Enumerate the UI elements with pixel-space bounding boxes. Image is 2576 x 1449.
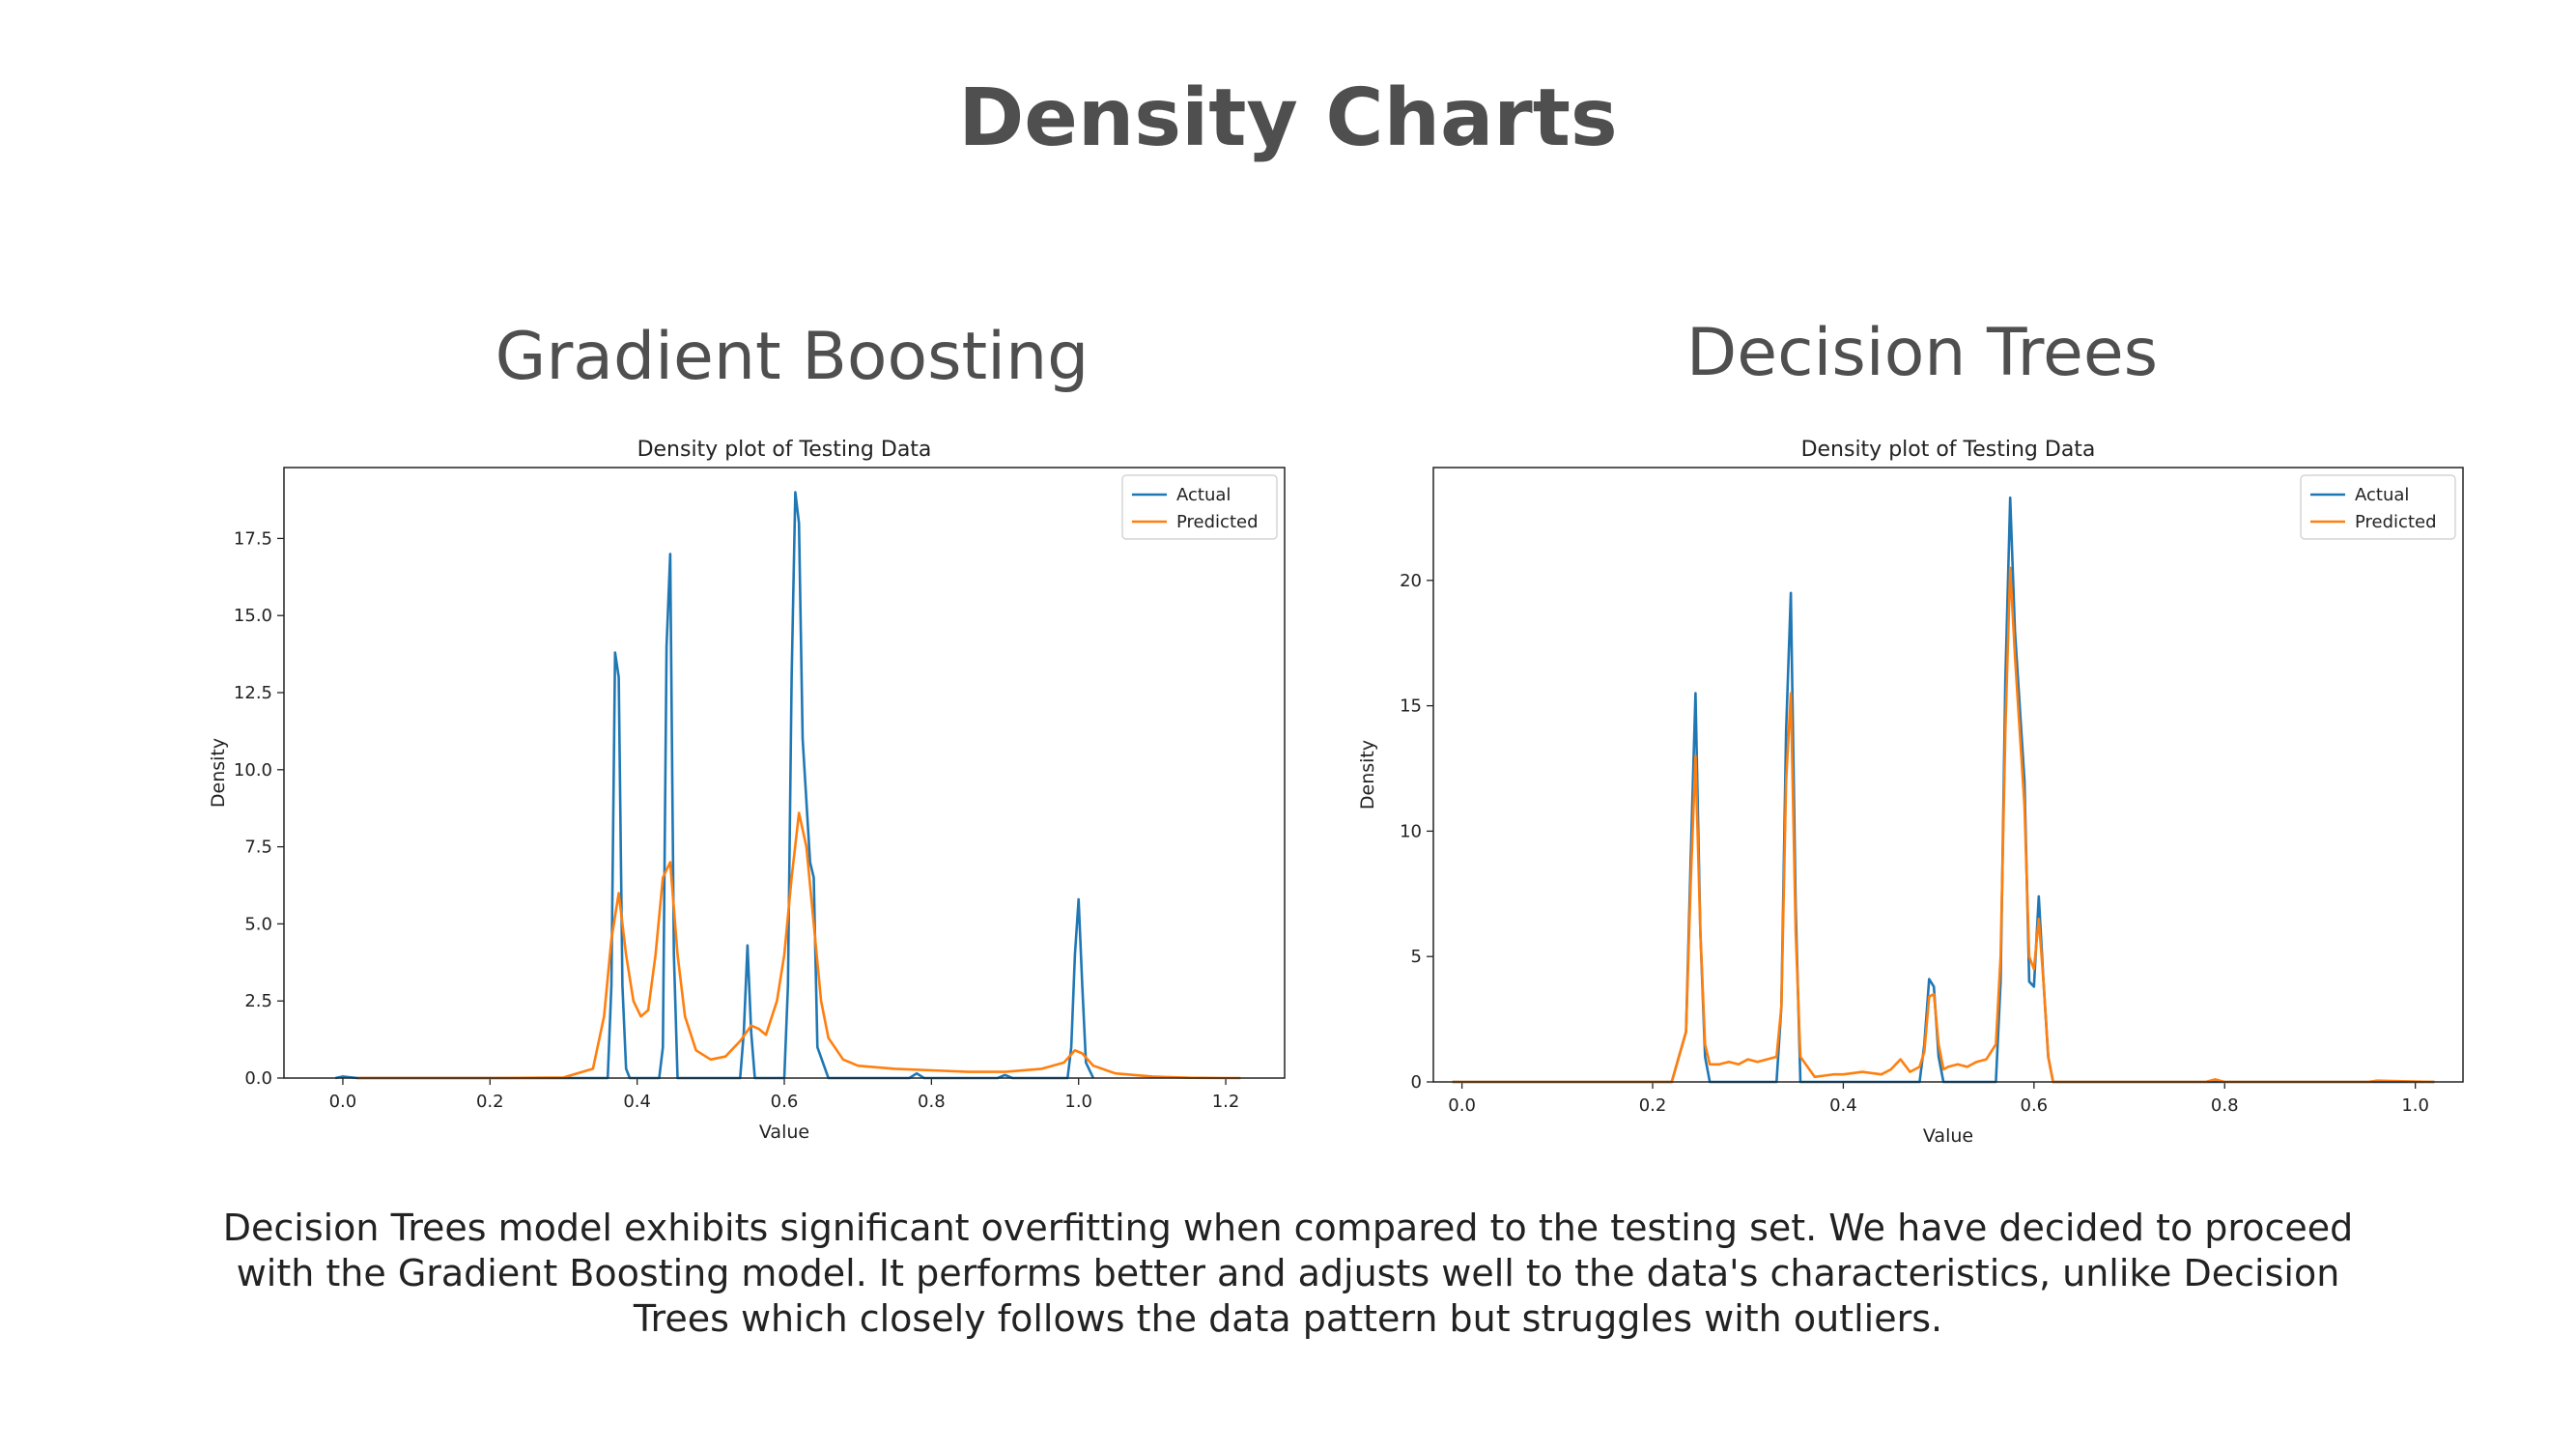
y-tick-label: 2.5 xyxy=(244,991,272,1011)
legend: Actual Predicted xyxy=(2300,474,2456,540)
y-axis-label: Density xyxy=(1357,740,1378,810)
y-tick-label: 10.0 xyxy=(234,760,272,781)
chart-title: Density plot of Testing Data xyxy=(637,438,932,462)
legend-label-predicted: Predicted xyxy=(2355,512,2437,532)
legend: Actual Predicted xyxy=(1121,474,1278,540)
x-tick-label: 0.4 xyxy=(1829,1095,1857,1116)
gradient-boosting-density-chart: Density plot of Testing Data 0.0 0.2 0.4 0.6… xyxy=(208,438,1286,1143)
conclusion-caption: Decision Trees model exhibits significan… xyxy=(222,1207,2354,1340)
x-tick-label: 0.0 xyxy=(329,1092,357,1112)
x-tick-label: 0.6 xyxy=(771,1092,799,1112)
y-axis-label: Density xyxy=(208,738,229,808)
y-tick-label: 10 xyxy=(1400,821,1422,841)
y-tick-label: 12.5 xyxy=(234,683,272,703)
x-tick-label: 1.0 xyxy=(2401,1095,2429,1116)
x-tick-label: 0.2 xyxy=(1639,1095,1667,1116)
y-tick-label: 7.5 xyxy=(244,838,272,858)
y-tick-label: 15 xyxy=(1400,696,1422,717)
gradient-boosting-heading: Gradient Boosting xyxy=(495,319,1090,395)
series-line-actual xyxy=(1452,496,2435,1084)
y-tick-label: 17.5 xyxy=(234,528,272,549)
y-tick-label: 5 xyxy=(1411,947,1422,967)
decision-trees-heading: Decision Trees xyxy=(1685,315,2159,391)
plot-frame xyxy=(283,467,1286,1079)
decision-trees-density-chart: Density plot of Testing Data 0.0 0.2 0.4 0.6… xyxy=(1357,438,2464,1147)
y-tick-label: 20 xyxy=(1400,571,1422,591)
x-tick-label: 0.8 xyxy=(918,1092,946,1112)
y-tick-label: 5.0 xyxy=(244,914,272,934)
x-tick-label: 0.0 xyxy=(1448,1095,1476,1116)
x-tick-label: 1.0 xyxy=(1064,1092,1092,1112)
x-tick-label: 1.2 xyxy=(1212,1092,1240,1112)
page-title: Density Charts xyxy=(958,72,1618,164)
x-tick-label: 0.2 xyxy=(476,1092,504,1112)
y-tick-label: 0 xyxy=(1411,1072,1422,1093)
series-line-predicted xyxy=(1452,566,2435,1084)
legend-label-predicted: Predicted xyxy=(1176,512,1259,532)
legend-label-actual: Actual xyxy=(1176,485,1231,505)
x-tick-label: 0.6 xyxy=(2021,1095,2049,1116)
legend-label-actual: Actual xyxy=(2355,485,2409,505)
y-tick-label: 0.0 xyxy=(244,1068,272,1089)
legend-box xyxy=(1121,474,1278,540)
chart-title: Density plot of Testing Data xyxy=(1801,438,2096,462)
series-line-predicted xyxy=(357,811,1241,1080)
y-tick-label: 15.0 xyxy=(234,606,272,626)
x-axis-label: Value xyxy=(1923,1125,1973,1147)
legend-box xyxy=(2300,474,2456,540)
x-axis-label: Value xyxy=(759,1122,809,1143)
plot-frame xyxy=(1432,467,2464,1083)
x-tick-label: 0.8 xyxy=(2211,1095,2239,1116)
x-tick-label: 0.4 xyxy=(623,1092,651,1112)
series-line-actual xyxy=(335,491,1095,1080)
